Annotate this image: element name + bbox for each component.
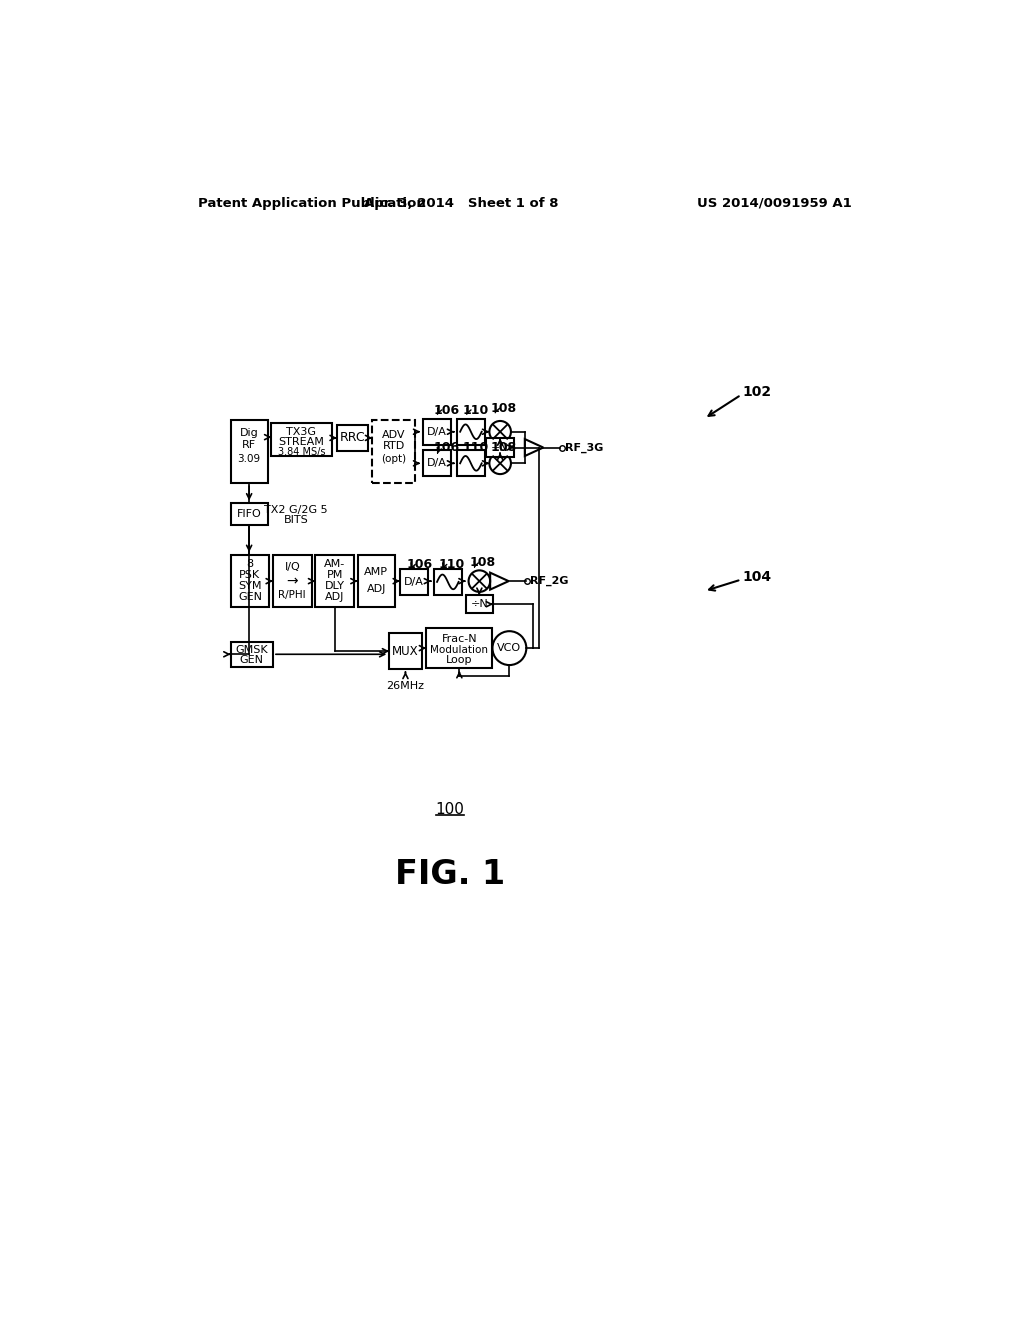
Text: Apr. 3, 2014   Sheet 1 of 8: Apr. 3, 2014 Sheet 1 of 8 <box>365 197 559 210</box>
Text: Patent Application Publication: Patent Application Publication <box>199 197 426 210</box>
Text: 108: 108 <box>490 403 516 416</box>
Text: RF_2G: RF_2G <box>530 576 568 586</box>
Text: ÷N: ÷N <box>492 442 509 453</box>
Bar <box>230 503 267 525</box>
Text: 110: 110 <box>438 557 465 570</box>
Text: GMSK: GMSK <box>236 645 268 656</box>
Bar <box>457 418 484 445</box>
Text: STREAM: STREAM <box>279 437 325 446</box>
Text: TX2 G/2G 5: TX2 G/2G 5 <box>264 504 328 515</box>
Text: 8: 8 <box>247 560 254 569</box>
Text: 108: 108 <box>469 556 496 569</box>
Text: ÷N: ÷N <box>470 599 488 610</box>
Text: I/Q: I/Q <box>285 562 300 573</box>
Text: ADV: ADV <box>382 430 406 440</box>
Bar <box>426 628 493 668</box>
Text: MUX: MUX <box>392 644 419 657</box>
Text: D/A: D/A <box>427 426 446 437</box>
Text: →: → <box>287 574 298 589</box>
Text: D/A: D/A <box>427 458 446 469</box>
Text: 106: 106 <box>433 441 460 454</box>
Text: RTD: RTD <box>382 441 404 451</box>
Text: BITS: BITS <box>284 515 308 525</box>
Bar <box>273 554 311 607</box>
Bar <box>357 554 394 607</box>
Bar <box>400 569 428 595</box>
Text: PSK: PSK <box>240 570 260 579</box>
Text: AMP: AMP <box>365 566 388 577</box>
Bar <box>230 642 273 667</box>
Text: 26MHz: 26MHz <box>386 681 425 690</box>
Text: RF: RF <box>242 440 256 450</box>
Bar <box>457 450 484 477</box>
Text: AM-: AM- <box>324 560 345 569</box>
Bar <box>271 422 332 457</box>
Text: RRC: RRC <box>340 432 366 445</box>
Text: 100: 100 <box>435 801 465 817</box>
Text: US 2014/0091959 A1: US 2014/0091959 A1 <box>696 197 851 210</box>
Text: 3.09: 3.09 <box>238 454 261 463</box>
Text: Frac-N: Frac-N <box>441 634 477 644</box>
Text: 110: 110 <box>463 441 488 454</box>
Text: RF_3G: RF_3G <box>565 442 603 453</box>
Text: VCO: VCO <box>498 643 521 653</box>
Text: DLY: DLY <box>325 581 345 591</box>
Text: 106: 106 <box>407 557 432 570</box>
Bar <box>423 450 451 477</box>
Text: ADJ: ADJ <box>325 593 344 602</box>
Bar <box>434 569 462 595</box>
Text: 106: 106 <box>433 404 460 417</box>
Text: 104: 104 <box>742 569 772 583</box>
Text: GEN: GEN <box>240 655 264 665</box>
Bar <box>423 418 451 445</box>
Text: PM: PM <box>327 570 343 579</box>
Text: R/PHI: R/PHI <box>279 590 306 601</box>
Bar <box>230 420 267 483</box>
Text: 110: 110 <box>463 404 488 417</box>
Text: 108: 108 <box>490 441 516 454</box>
Bar <box>466 595 494 614</box>
Text: 102: 102 <box>742 384 772 399</box>
Bar <box>373 420 415 483</box>
Text: FIFO: FIFO <box>237 510 261 519</box>
Text: GEN: GEN <box>238 593 262 602</box>
Text: 3.84 MS/s: 3.84 MS/s <box>278 446 326 457</box>
Text: Modulation: Modulation <box>430 644 488 655</box>
Text: Loop: Loop <box>446 656 473 665</box>
Text: Dig: Dig <box>240 428 258 437</box>
Text: D/A: D/A <box>404 577 424 587</box>
Text: ADJ: ADJ <box>367 583 386 594</box>
Text: TX3G: TX3G <box>287 426 316 437</box>
Text: FIG. 1: FIG. 1 <box>395 858 505 891</box>
Bar <box>315 554 354 607</box>
Bar <box>337 425 368 451</box>
Text: SYM: SYM <box>239 581 262 591</box>
Text: (opt): (opt) <box>381 454 407 463</box>
Bar <box>389 634 422 669</box>
Bar <box>486 438 514 457</box>
Bar <box>230 554 269 607</box>
